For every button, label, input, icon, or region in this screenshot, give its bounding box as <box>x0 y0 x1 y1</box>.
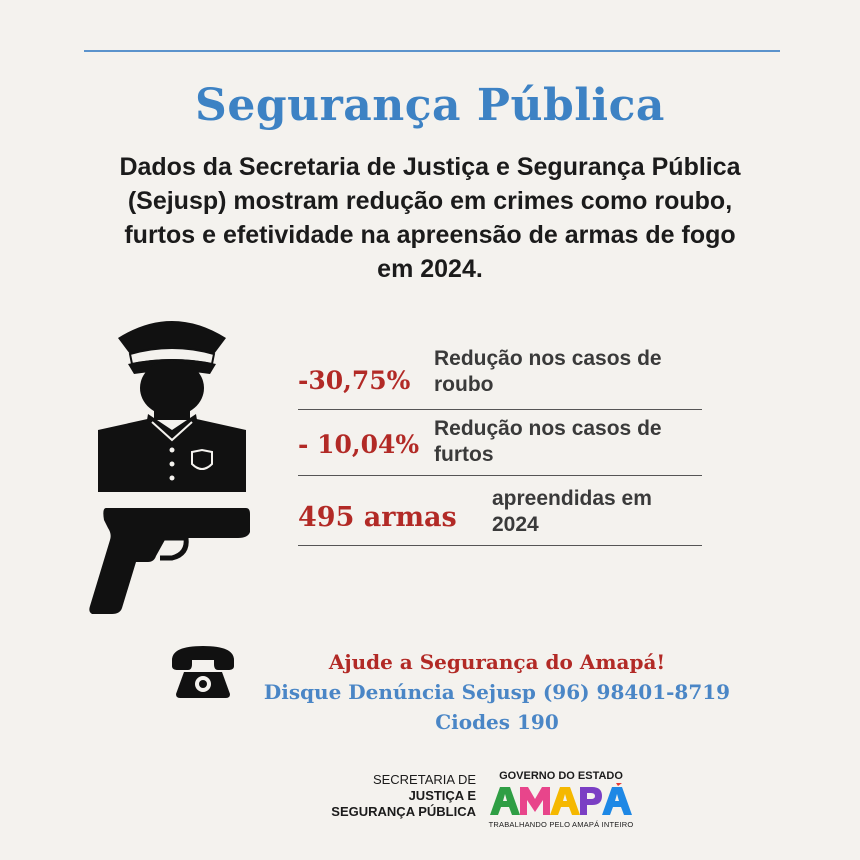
stat-value: - 10,04% <box>298 430 420 459</box>
pistol-icon <box>89 508 250 614</box>
stat-weapons: 495 armas apreendidas em 2024 <box>298 476 702 546</box>
stat-description: Redução nos casos de roubo <box>434 347 662 396</box>
amapa-wordmark <box>490 783 632 815</box>
top-divider <box>84 50 780 52</box>
sejusp-logo-line2: JUSTIÇA E <box>408 788 476 803</box>
stat-description: Redução nos casos de furtos <box>434 417 662 466</box>
badge-icon <box>191 448 213 470</box>
page-subtitle: Dados da Secretaria de Justiça e Seguran… <box>119 153 741 283</box>
stat-value: -30,75% <box>298 366 411 395</box>
cta-ciodes: Ciodes 190 <box>435 710 559 734</box>
police-officer-icon <box>89 321 250 614</box>
telephone-icon <box>172 646 234 698</box>
sejusp-logo-line3: SEGURANÇA PÚBLICA <box>331 804 476 819</box>
cta-headline: Ajude a Segurança do Amapá! <box>328 650 666 674</box>
stats-list: -30,75% Redução nos casos de roubo - 10,… <box>298 346 702 546</box>
government-logo-tagline: TRABALHANDO PELO AMAPÁ INTEIRO <box>488 820 634 829</box>
cta-hotline: Disque Denúncia Sejusp (96) 98401-8719 <box>263 680 731 704</box>
stat-theft: - 10,04% Redução nos casos de furtos <box>298 410 702 476</box>
stat-value: 495 armas <box>298 502 457 533</box>
sejusp-logo-line1: SECRETARIA DE <box>372 772 476 787</box>
stat-robbery: -30,75% Redução nos casos de roubo <box>298 346 702 410</box>
page-title: Segurança Pública <box>195 80 665 131</box>
government-logo: GOVERNO DO ESTADO TRABALHANDO PELO AMAPÁ… <box>486 770 636 830</box>
government-logo-top: GOVERNO DO ESTADO <box>499 770 623 782</box>
sejusp-logo: SECRETARIA DE JUSTIÇA E SEGURANÇA PÚBLIC… <box>300 772 476 820</box>
stat-description: apreendidas em 2024 <box>492 487 652 536</box>
